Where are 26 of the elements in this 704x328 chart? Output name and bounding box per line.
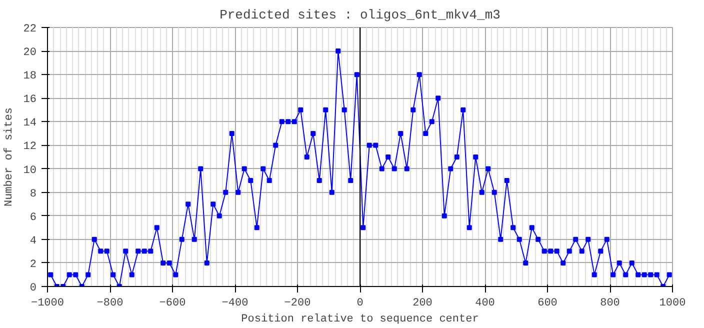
y-tick-label: 18 (23, 70, 36, 83)
y-tick-label: 8 (30, 188, 37, 200)
y-tick-label: 0 (30, 282, 37, 294)
x-tick-label: −800 (96, 298, 124, 310)
x-tick-label: 0 (356, 298, 364, 310)
y-axis-title: Number of sites (3, 107, 16, 207)
x-tick-label: −400 (222, 298, 248, 310)
y-tick-label: 4 (30, 235, 37, 248)
y-tick-label: 2 (30, 258, 37, 271)
y-tick-label: 12 (23, 141, 36, 154)
y-tick-label: 20 (23, 47, 36, 60)
y-tick-label: 14 (23, 118, 37, 130)
x-tick-label: −200 (284, 298, 311, 310)
x-tick-label: 600 (538, 298, 558, 310)
y-tick-label: 6 (30, 212, 37, 224)
x-tick-label: 800 (600, 298, 620, 310)
chart-title: Predicted sites : oligos_6nt_mkv4_m3 (220, 8, 500, 22)
x-tick-label: 400 (475, 298, 495, 310)
x-axis-title: Position relative to sequence center (241, 314, 479, 326)
x-tick-label: −600 (159, 298, 186, 310)
y-tick-label: 16 (23, 94, 36, 106)
x-tick-label: 200 (412, 298, 432, 310)
y-tick-label: 22 (23, 24, 36, 36)
x-tick-label: 1000 (659, 298, 686, 310)
y-tick-label: 10 (23, 164, 36, 177)
x-tick-label: −1000 (30, 298, 64, 310)
